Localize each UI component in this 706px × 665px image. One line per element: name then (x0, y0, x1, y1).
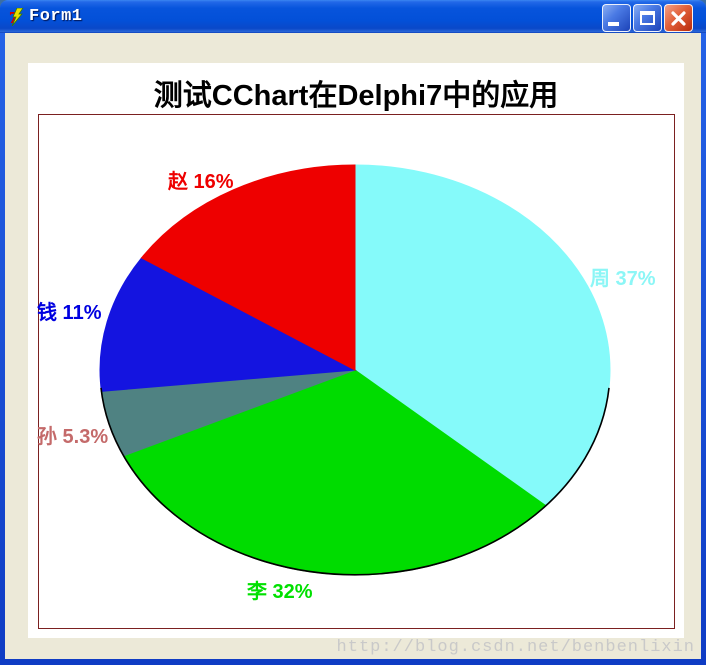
minimize-icon (608, 22, 619, 26)
pie-slice-钱 (99, 257, 357, 392)
close-icon (671, 11, 686, 26)
chart-border-box (38, 114, 675, 629)
maximize-icon (640, 11, 655, 25)
pie-label-zhou: 周 37% (590, 268, 656, 290)
pie-chart (99, 164, 611, 576)
pie-label-li: 李 32% (247, 581, 313, 603)
pie-slice-赵 (140, 164, 356, 371)
pie-outline (100, 387, 610, 576)
chart-panel: 测试CChart在Delphi7中的应用 赵 16% 周 37% 钱 11% 孙… (28, 63, 684, 638)
delphi7-app-icon: 7 (9, 7, 24, 26)
pie-label-qian: 钱 11% (37, 302, 102, 324)
titlebar[interactable]: 7 Form1 (0, 0, 706, 33)
close-button[interactable] (664, 4, 693, 32)
maximize-button[interactable] (633, 4, 662, 32)
client-area: 测试CChart在Delphi7中的应用 赵 16% 周 37% 钱 11% 孙… (5, 33, 701, 659)
window-controls (602, 4, 693, 32)
watermark-text: http://blog.csdn.net/benbenlixin (336, 638, 695, 657)
chart-title: 测试CChart在Delphi7中的应用 (153, 80, 559, 112)
pie-label-zhao: 赵 16% (168, 171, 234, 193)
pie-label-sun: 孙 5.3% (37, 426, 109, 448)
window-title: Form1 (29, 7, 83, 26)
minimize-button[interactable] (602, 4, 631, 32)
